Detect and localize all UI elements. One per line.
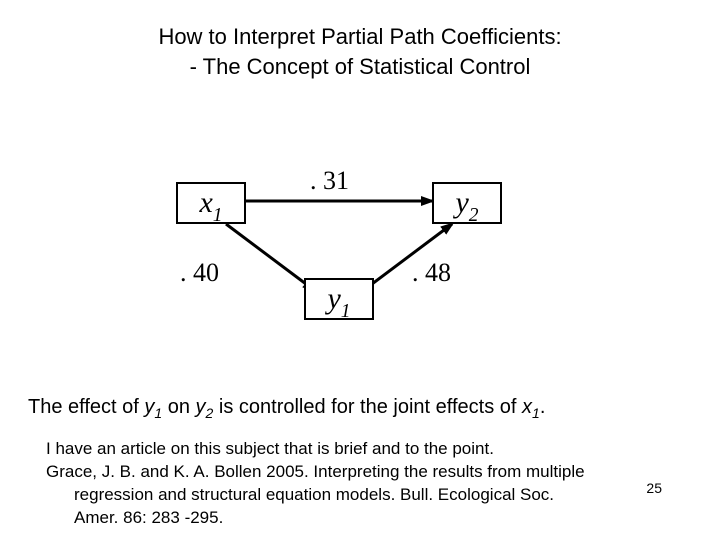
body-v3b: x [522, 396, 532, 418]
ref-line3: regression and structural equation model… [46, 484, 686, 507]
coef-x1-y1: . 40 [180, 258, 219, 288]
node-x1: x1 [176, 182, 246, 224]
body-sentence: The effect of y1 on y2 is controlled for… [28, 396, 692, 421]
node-x1-sub: 1 [213, 205, 223, 226]
body-v1s: 1 [154, 405, 162, 421]
body-v2b: y [196, 396, 206, 418]
node-x1-base: x [199, 186, 212, 219]
slide-root: How to Interpret Partial Path Coefficien… [0, 0, 720, 540]
node-y1-sub: 1 [341, 301, 351, 322]
body-p4: . [540, 396, 546, 418]
coef-y1-y2: . 48 [412, 258, 451, 288]
node-y1-base: y [327, 282, 340, 315]
ref-line4: Amer. 86: 283 -295. [46, 507, 686, 530]
ref-line1: I have an article on this subject that i… [46, 439, 494, 458]
node-y2-sub: 2 [469, 205, 479, 226]
body-p1: The effect of [28, 396, 144, 418]
page-number: 25 [646, 480, 662, 496]
body-p2: on [162, 396, 195, 418]
node-y2: y2 [432, 182, 502, 224]
edge-x1-y1 [226, 224, 314, 290]
ref-line2: Grace, J. B. and K. A. Bollen 2005. Inte… [46, 462, 585, 481]
body-p3: is controlled for the joint effects of [213, 396, 522, 418]
coef-x1-y2: . 31 [310, 166, 349, 196]
body-v3s: 1 [532, 405, 540, 421]
reference-block: I have an article on this subject that i… [46, 438, 686, 530]
node-y1: y1 [304, 278, 374, 320]
body-v1b: y [144, 396, 154, 418]
node-y2-base: y [455, 186, 468, 219]
